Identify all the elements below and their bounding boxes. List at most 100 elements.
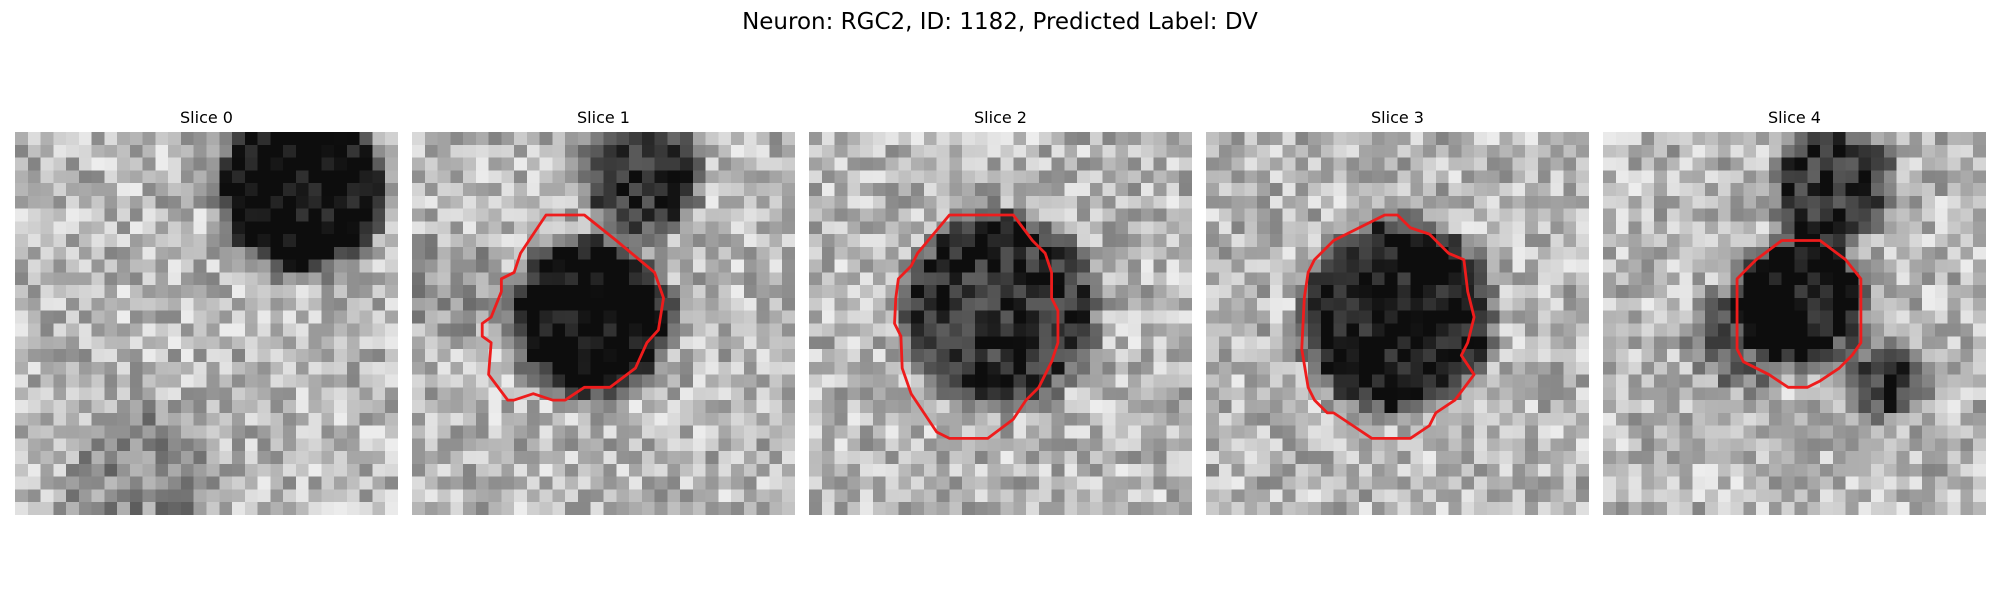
pixel	[1384, 234, 1398, 248]
pixel	[629, 144, 643, 158]
pixel	[629, 323, 643, 337]
pixel	[731, 234, 745, 248]
pixel	[872, 208, 886, 222]
pixel	[590, 400, 604, 414]
pixel	[1166, 195, 1180, 209]
pixel	[821, 221, 835, 235]
pixel	[206, 259, 220, 273]
pixel	[1858, 259, 1872, 273]
pixel	[1295, 387, 1309, 401]
pixel	[1128, 387, 1142, 401]
pixel	[270, 323, 284, 337]
pixel	[1448, 323, 1462, 337]
pixel	[1486, 361, 1500, 375]
pixel	[142, 246, 156, 260]
pixel	[514, 489, 528, 503]
pixel	[40, 297, 54, 311]
pixel	[1384, 476, 1398, 490]
pixel	[1013, 374, 1027, 388]
pixel	[1717, 259, 1731, 273]
pixel	[1231, 234, 1245, 248]
pixel	[283, 387, 297, 401]
pixel	[1768, 183, 1782, 197]
pixel	[1883, 183, 1897, 197]
pixel	[437, 170, 451, 184]
pixel	[1064, 144, 1078, 158]
pixel	[424, 170, 438, 184]
pixel	[1883, 310, 1897, 324]
pixel	[1474, 234, 1488, 248]
pixel	[667, 489, 681, 503]
pixel	[718, 246, 732, 260]
pixel	[40, 183, 54, 197]
pixel	[936, 234, 950, 248]
pixel	[1179, 259, 1192, 273]
pixel	[1705, 502, 1719, 515]
pixel	[385, 323, 398, 337]
pixel	[321, 400, 335, 414]
pixel	[769, 208, 783, 222]
pixel	[603, 387, 617, 401]
pixel	[1282, 463, 1296, 477]
pixel	[1743, 476, 1757, 490]
pixel	[692, 336, 706, 350]
pixel	[1064, 374, 1078, 388]
pixel	[1038, 336, 1052, 350]
pixel	[1359, 170, 1373, 184]
pixel	[1397, 234, 1411, 248]
pixel	[1525, 463, 1539, 477]
pixel	[1140, 438, 1154, 452]
pixel	[244, 400, 258, 414]
pixel	[1947, 387, 1961, 401]
pixel	[847, 425, 861, 439]
pixel	[1295, 476, 1309, 490]
pixel	[629, 195, 643, 209]
pixel	[321, 246, 335, 260]
pixel	[1038, 489, 1052, 503]
pixel	[1499, 132, 1513, 146]
pixel	[1717, 361, 1731, 375]
pixel	[1922, 259, 1936, 273]
pixel	[834, 132, 848, 146]
pixel	[1717, 208, 1731, 222]
pixel	[1641, 451, 1655, 465]
pixel	[142, 272, 156, 286]
pixel	[1743, 323, 1757, 337]
pixel	[987, 476, 1001, 490]
pixel	[257, 374, 271, 388]
pixel	[1717, 323, 1731, 337]
pixel	[1871, 438, 1885, 452]
pixel	[193, 425, 207, 439]
pixel	[168, 476, 182, 490]
pixel	[437, 272, 451, 286]
pixel	[809, 272, 823, 286]
pixel	[667, 208, 681, 222]
pixel	[1153, 374, 1167, 388]
pixel	[1140, 489, 1154, 503]
pixel	[53, 132, 67, 146]
pixel	[641, 323, 655, 337]
pixel	[424, 195, 438, 209]
pixel	[1871, 374, 1885, 388]
pixel	[834, 451, 848, 465]
pixel	[501, 451, 515, 465]
pixel	[616, 412, 630, 426]
pixel	[283, 310, 297, 324]
pixel	[1064, 183, 1078, 197]
pixel	[1525, 183, 1539, 197]
pixel	[40, 361, 54, 375]
pixel	[1692, 221, 1706, 235]
pixel	[270, 259, 284, 273]
pixel	[743, 297, 757, 311]
pixel	[1883, 400, 1897, 414]
pixel	[769, 361, 783, 375]
pixel	[1705, 412, 1719, 426]
pixel	[731, 349, 745, 363]
pixel	[334, 183, 348, 197]
pixel	[603, 157, 617, 171]
pixel	[450, 374, 464, 388]
pixel	[731, 183, 745, 197]
pixel	[1641, 374, 1655, 388]
pixel	[654, 425, 668, 439]
pixel	[1781, 246, 1795, 260]
